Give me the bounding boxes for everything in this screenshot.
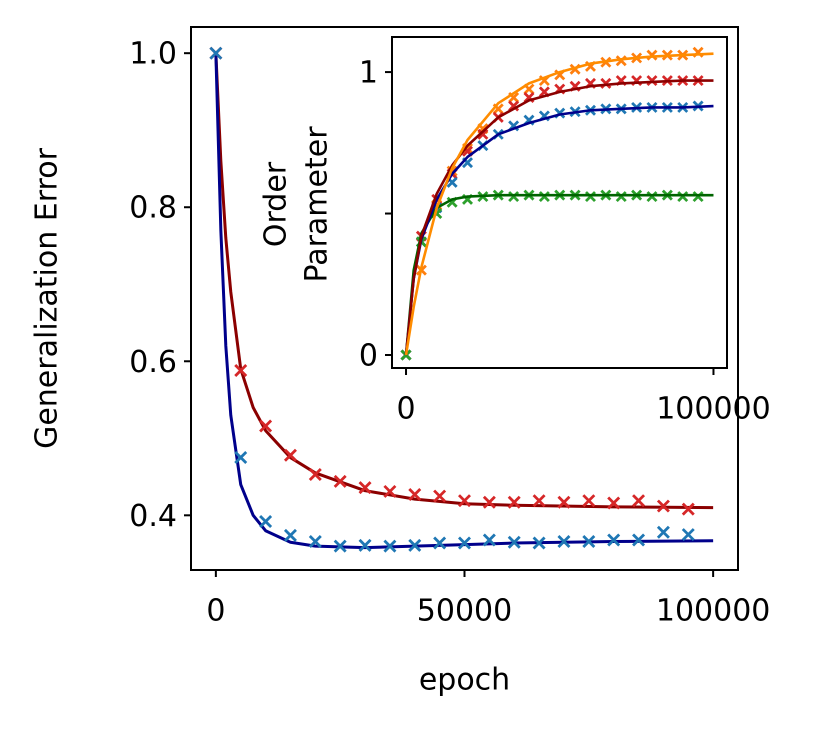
x-marker <box>333 539 347 553</box>
x-marker <box>433 536 447 550</box>
x-axis-label: epoch <box>419 663 510 698</box>
x-marker <box>458 494 471 508</box>
x-marker <box>607 496 621 510</box>
x-marker <box>507 535 521 549</box>
x-marker <box>259 419 273 433</box>
x-tick-label: 100000 <box>656 594 771 629</box>
x-marker <box>681 528 695 542</box>
x-marker <box>482 533 496 547</box>
x-marker <box>632 533 646 547</box>
x-marker <box>692 191 704 203</box>
fit-line <box>214 53 714 550</box>
y-tick-label: 0.4 <box>129 499 177 534</box>
x-marker <box>308 468 322 481</box>
x-marker <box>632 494 646 508</box>
x-marker <box>557 535 571 548</box>
y-tick-label: 0.6 <box>129 345 177 380</box>
x-marker <box>615 191 627 203</box>
x-tick-label: 0 <box>206 594 225 629</box>
x-marker <box>358 538 372 552</box>
y-tick-label: 0 <box>359 338 378 373</box>
x-marker <box>532 536 546 550</box>
x-marker <box>408 538 422 552</box>
x-marker <box>408 488 422 502</box>
x-marker <box>538 191 550 203</box>
x-marker <box>585 191 596 203</box>
inset-chart: 0 100000 0 1 Order Parameter <box>259 36 771 427</box>
fit-line <box>404 52 714 356</box>
x-marker <box>656 525 670 539</box>
y-tick-label: 1.0 <box>129 37 177 72</box>
x-marker <box>477 128 489 140</box>
x-marker <box>458 536 471 550</box>
x-marker <box>532 494 546 508</box>
fit-line <box>404 79 714 356</box>
plot-background <box>392 37 727 368</box>
x-tick-label: 100000 <box>656 392 771 427</box>
x-marker <box>283 528 297 542</box>
x-marker <box>234 451 248 465</box>
x-marker <box>383 484 397 498</box>
plot-frame <box>190 26 739 571</box>
plot-frame <box>391 36 728 369</box>
x-marker <box>607 533 621 547</box>
x-tick-label: 0 <box>396 392 415 427</box>
x-marker <box>308 535 322 548</box>
x-marker <box>646 191 658 203</box>
x-marker <box>557 495 571 509</box>
x-marker <box>615 55 627 67</box>
x-marker <box>283 448 297 462</box>
x-marker <box>582 535 596 548</box>
x-tick-label: 50000 <box>417 594 512 629</box>
y-axis-label: Parameter <box>300 126 335 283</box>
y-tick-label: 1 <box>359 56 378 91</box>
x-marker <box>333 474 347 488</box>
x-marker <box>681 502 695 516</box>
x-marker <box>508 191 520 203</box>
x-marker <box>383 539 397 553</box>
x-marker <box>656 499 670 513</box>
y-axis-label: Order <box>259 161 294 247</box>
x-marker <box>234 364 248 378</box>
fit-line <box>214 53 714 510</box>
x-marker <box>646 75 658 87</box>
y-axis-label: Generalization Error <box>30 147 65 448</box>
x-marker <box>259 514 273 528</box>
x-marker <box>582 494 596 508</box>
x-marker <box>507 495 521 509</box>
x-marker <box>646 49 658 61</box>
x-marker <box>358 481 372 495</box>
y-tick-label: 0.8 <box>129 191 177 226</box>
x-marker <box>433 489 447 503</box>
x-marker <box>209 46 223 60</box>
x-marker <box>508 100 520 112</box>
x-marker <box>677 191 689 203</box>
x-marker <box>482 495 496 509</box>
